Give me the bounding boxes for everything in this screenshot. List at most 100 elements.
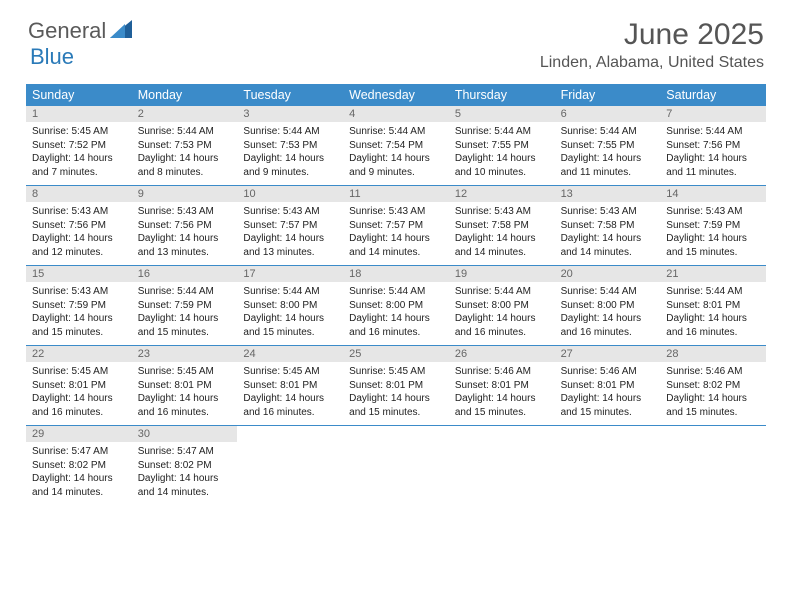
day-header-cell: Thursday xyxy=(449,84,555,106)
day-cell: 15Sunrise: 5:43 AMSunset: 7:59 PMDayligh… xyxy=(26,266,132,345)
day-cell: 5Sunrise: 5:44 AMSunset: 7:55 PMDaylight… xyxy=(449,106,555,185)
day-number: 16 xyxy=(132,266,238,282)
day-number: 22 xyxy=(26,346,132,362)
day-cell: 29Sunrise: 5:47 AMSunset: 8:02 PMDayligh… xyxy=(26,426,132,505)
day-number: 13 xyxy=(555,186,661,202)
day-header-cell: Friday xyxy=(555,84,661,106)
day-body: Sunrise: 5:46 AMSunset: 8:02 PMDaylight:… xyxy=(660,362,766,425)
day-number: 20 xyxy=(555,266,661,282)
week-row: 8Sunrise: 5:43 AMSunset: 7:56 PMDaylight… xyxy=(26,186,766,266)
day-number: 17 xyxy=(237,266,343,282)
day-number: 10 xyxy=(237,186,343,202)
week-row: 22Sunrise: 5:45 AMSunset: 8:01 PMDayligh… xyxy=(26,346,766,426)
day-body: Sunrise: 5:43 AMSunset: 7:59 PMDaylight:… xyxy=(660,202,766,265)
day-cell: 24Sunrise: 5:45 AMSunset: 8:01 PMDayligh… xyxy=(237,346,343,425)
day-number: 15 xyxy=(26,266,132,282)
header: General June 2025 Linden, Alabama, Unite… xyxy=(0,0,792,78)
day-body: Sunrise: 5:44 AMSunset: 8:01 PMDaylight:… xyxy=(660,282,766,345)
day-body: Sunrise: 5:43 AMSunset: 7:59 PMDaylight:… xyxy=(26,282,132,345)
day-number: 27 xyxy=(555,346,661,362)
day-body: Sunrise: 5:45 AMSunset: 7:52 PMDaylight:… xyxy=(26,122,132,185)
day-body: Sunrise: 5:46 AMSunset: 8:01 PMDaylight:… xyxy=(449,362,555,425)
day-number: 24 xyxy=(237,346,343,362)
day-cell: 25Sunrise: 5:45 AMSunset: 8:01 PMDayligh… xyxy=(343,346,449,425)
day-cell: 22Sunrise: 5:45 AMSunset: 8:01 PMDayligh… xyxy=(26,346,132,425)
day-body: Sunrise: 5:43 AMSunset: 7:56 PMDaylight:… xyxy=(132,202,238,265)
day-cell: 13Sunrise: 5:43 AMSunset: 7:58 PMDayligh… xyxy=(555,186,661,265)
day-number: 8 xyxy=(26,186,132,202)
day-body: Sunrise: 5:43 AMSunset: 7:57 PMDaylight:… xyxy=(343,202,449,265)
day-cell: 26Sunrise: 5:46 AMSunset: 8:01 PMDayligh… xyxy=(449,346,555,425)
day-cell: 28Sunrise: 5:46 AMSunset: 8:02 PMDayligh… xyxy=(660,346,766,425)
logo-text-blue: Blue xyxy=(30,44,74,70)
day-body: Sunrise: 5:44 AMSunset: 7:55 PMDaylight:… xyxy=(449,122,555,185)
day-body: Sunrise: 5:45 AMSunset: 8:01 PMDaylight:… xyxy=(343,362,449,425)
day-body: Sunrise: 5:45 AMSunset: 8:01 PMDaylight:… xyxy=(237,362,343,425)
day-cell: 3Sunrise: 5:44 AMSunset: 7:53 PMDaylight… xyxy=(237,106,343,185)
logo-text-general: General xyxy=(28,18,106,44)
day-number: 28 xyxy=(660,346,766,362)
day-body: Sunrise: 5:44 AMSunset: 8:00 PMDaylight:… xyxy=(343,282,449,345)
day-cell: 4Sunrise: 5:44 AMSunset: 7:54 PMDaylight… xyxy=(343,106,449,185)
day-number: 23 xyxy=(132,346,238,362)
day-body: Sunrise: 5:44 AMSunset: 7:55 PMDaylight:… xyxy=(555,122,661,185)
day-body: Sunrise: 5:43 AMSunset: 7:56 PMDaylight:… xyxy=(26,202,132,265)
day-number: 11 xyxy=(343,186,449,202)
day-cell: 14Sunrise: 5:43 AMSunset: 7:59 PMDayligh… xyxy=(660,186,766,265)
logo: General xyxy=(28,18,134,44)
day-number: 21 xyxy=(660,266,766,282)
day-body: Sunrise: 5:44 AMSunset: 8:00 PMDaylight:… xyxy=(237,282,343,345)
day-cell: 12Sunrise: 5:43 AMSunset: 7:58 PMDayligh… xyxy=(449,186,555,265)
day-body: Sunrise: 5:44 AMSunset: 8:00 PMDaylight:… xyxy=(449,282,555,345)
day-header-cell: Saturday xyxy=(660,84,766,106)
week-row: 15Sunrise: 5:43 AMSunset: 7:59 PMDayligh… xyxy=(26,266,766,346)
day-cell: 30Sunrise: 5:47 AMSunset: 8:02 PMDayligh… xyxy=(132,426,238,505)
day-cell: 18Sunrise: 5:44 AMSunset: 8:00 PMDayligh… xyxy=(343,266,449,345)
day-body: Sunrise: 5:44 AMSunset: 7:53 PMDaylight:… xyxy=(237,122,343,185)
day-number: 6 xyxy=(555,106,661,122)
day-body: Sunrise: 5:47 AMSunset: 8:02 PMDaylight:… xyxy=(26,442,132,505)
day-cell: 6Sunrise: 5:44 AMSunset: 7:55 PMDaylight… xyxy=(555,106,661,185)
day-body: Sunrise: 5:43 AMSunset: 7:58 PMDaylight:… xyxy=(555,202,661,265)
day-number: 26 xyxy=(449,346,555,362)
day-header-row: SundayMondayTuesdayWednesdayThursdayFrid… xyxy=(26,84,766,106)
day-number: 14 xyxy=(660,186,766,202)
day-number: 5 xyxy=(449,106,555,122)
calendar: SundayMondayTuesdayWednesdayThursdayFrid… xyxy=(26,84,766,505)
day-number: 4 xyxy=(343,106,449,122)
day-number: 25 xyxy=(343,346,449,362)
day-body: Sunrise: 5:45 AMSunset: 8:01 PMDaylight:… xyxy=(26,362,132,425)
day-cell: 10Sunrise: 5:43 AMSunset: 7:57 PMDayligh… xyxy=(237,186,343,265)
week-row: 29Sunrise: 5:47 AMSunset: 8:02 PMDayligh… xyxy=(26,426,766,505)
location-text: Linden, Alabama, United States xyxy=(540,54,764,72)
day-body: Sunrise: 5:46 AMSunset: 8:01 PMDaylight:… xyxy=(555,362,661,425)
day-number: 2 xyxy=(132,106,238,122)
day-body: Sunrise: 5:44 AMSunset: 7:56 PMDaylight:… xyxy=(660,122,766,185)
day-number: 3 xyxy=(237,106,343,122)
day-body: Sunrise: 5:44 AMSunset: 7:53 PMDaylight:… xyxy=(132,122,238,185)
day-body: Sunrise: 5:43 AMSunset: 7:58 PMDaylight:… xyxy=(449,202,555,265)
day-cell: 8Sunrise: 5:43 AMSunset: 7:56 PMDaylight… xyxy=(26,186,132,265)
day-body: Sunrise: 5:45 AMSunset: 8:01 PMDaylight:… xyxy=(132,362,238,425)
day-number: 18 xyxy=(343,266,449,282)
day-number: 9 xyxy=(132,186,238,202)
day-body: Sunrise: 5:44 AMSunset: 7:54 PMDaylight:… xyxy=(343,122,449,185)
day-header-cell: Sunday xyxy=(26,84,132,106)
day-number: 19 xyxy=(449,266,555,282)
day-body: Sunrise: 5:44 AMSunset: 7:59 PMDaylight:… xyxy=(132,282,238,345)
day-number: 1 xyxy=(26,106,132,122)
day-cell: 7Sunrise: 5:44 AMSunset: 7:56 PMDaylight… xyxy=(660,106,766,185)
day-cell: 2Sunrise: 5:44 AMSunset: 7:53 PMDaylight… xyxy=(132,106,238,185)
day-header-cell: Wednesday xyxy=(343,84,449,106)
day-number: 12 xyxy=(449,186,555,202)
day-cell: 17Sunrise: 5:44 AMSunset: 8:00 PMDayligh… xyxy=(237,266,343,345)
day-header-cell: Monday xyxy=(132,84,238,106)
day-cell: 21Sunrise: 5:44 AMSunset: 8:01 PMDayligh… xyxy=(660,266,766,345)
day-body: Sunrise: 5:43 AMSunset: 7:57 PMDaylight:… xyxy=(237,202,343,265)
sail-icon xyxy=(110,18,132,44)
day-number: 29 xyxy=(26,426,132,442)
title-block: June 2025 Linden, Alabama, United States xyxy=(540,18,764,72)
day-number: 7 xyxy=(660,106,766,122)
day-cell: 20Sunrise: 5:44 AMSunset: 8:00 PMDayligh… xyxy=(555,266,661,345)
day-cell: 11Sunrise: 5:43 AMSunset: 7:57 PMDayligh… xyxy=(343,186,449,265)
